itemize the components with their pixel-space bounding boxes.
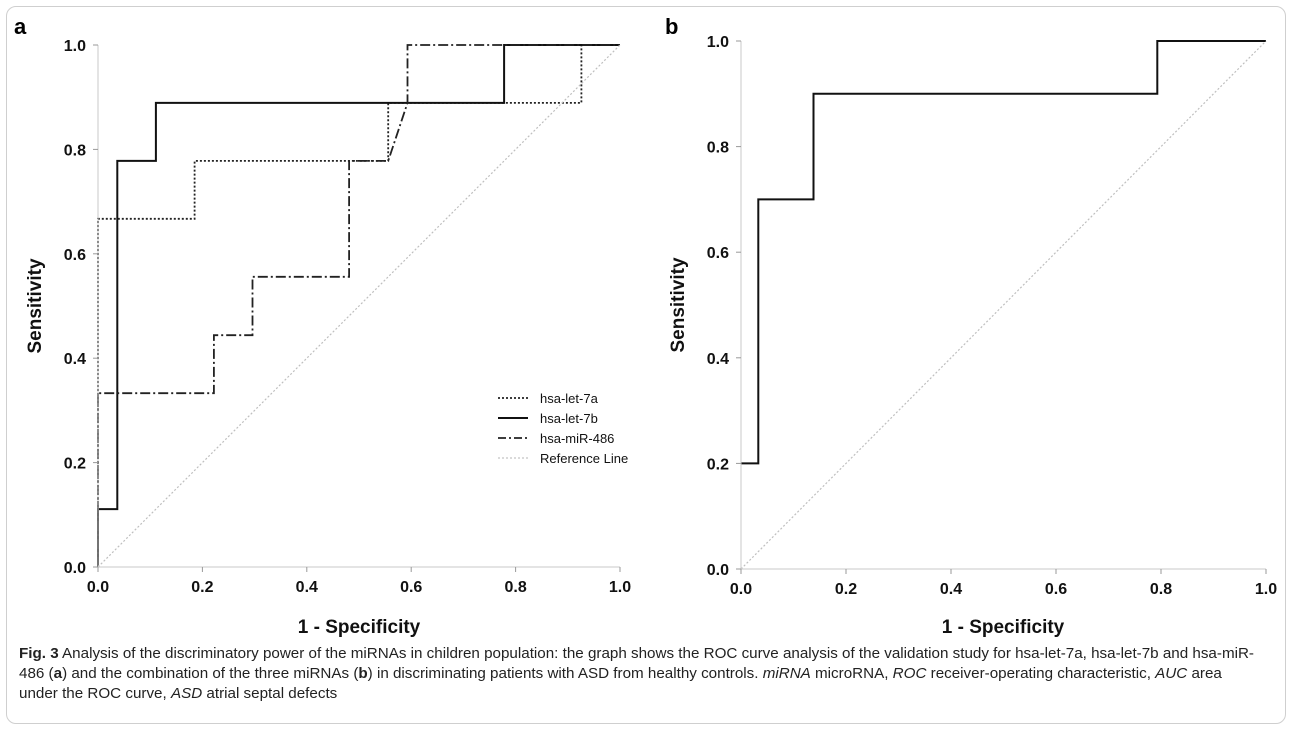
panel-b-y-axis-title: Sensitivity	[668, 257, 689, 352]
caption-text-1: Analysis of the discriminatory power of …	[19, 645, 1254, 682]
panel-b-x-tick-label: 0.8	[1150, 581, 1172, 598]
panel-a-y-tick-label: 0.0	[64, 560, 86, 577]
panel-a-y-tick-label: 0.2	[64, 456, 86, 473]
panel-b-x-tick-label: 0.0	[730, 581, 752, 598]
legend-label-hsa-mir-486: hsa-miR-486	[540, 431, 614, 446]
panel-a-legend: hsa-let-7a hsa-let-7b hsa-miR-486 Refere…	[498, 391, 628, 466]
panel-a-x-tick-label: 0.6	[400, 579, 422, 596]
caption-def-mirna: microRNA,	[810, 665, 893, 682]
panel-a-x-tick-label: 0.2	[191, 579, 213, 596]
caption-text-3: ) in discriminating patients with ASD fr…	[367, 665, 763, 682]
panel-a-y-tick-label: 0.6	[64, 247, 86, 264]
panel-a-x-axis-title: 1 - Specificity	[298, 617, 421, 638]
caption-panel-b-ref: b	[358, 665, 368, 682]
caption-def-asd: atrial septal defects	[202, 685, 338, 702]
panel-b-x-axis-title: 1 - Specificity	[942, 617, 1065, 638]
panel-a-x-tick-label: 0.8	[504, 579, 526, 596]
legend-label-hsa-let-7b: hsa-let-7b	[540, 411, 598, 426]
panel-a-series-hsa-let-7b	[97, 44, 620, 567]
panel-b-y-tick-label: 0.6	[707, 245, 729, 262]
panel-b-letter: b	[665, 14, 678, 39]
caption-abbr-roc: ROC	[892, 665, 927, 682]
panel-b: b 0.0 0.2 0.4 0.6 0.8 1.0 0.00.20.40.60.81.0 …	[665, 14, 1277, 638]
figure-svg: a 0.0 0.2 0.4 0.6 0.8 1.0 0.00.20.40.60.81.0 …	[14, 14, 1277, 638]
panel-b-y-tick-label: 1.0	[707, 34, 729, 51]
caption-def-auc: area under the ROC curve,	[19, 665, 1222, 702]
caption-abbr-mirna: miRNA	[762, 665, 811, 682]
figure-caption: Fig. 3 Analysis of the discriminatory po…	[19, 644, 1264, 704]
panel-b-series	[740, 40, 1267, 570]
panel-a-series-reference-line	[97, 44, 621, 568]
panel-a-y-ticks: 0.0 0.2 0.4 0.6 0.8 1.0	[64, 38, 98, 577]
caption-panel-a-ref: a	[53, 665, 63, 682]
caption-abbr-asd: ASD	[170, 685, 203, 702]
panel-a-letter: a	[14, 14, 27, 39]
panel-a-x-tick-label: 1.0	[609, 579, 631, 596]
legend-label-reference-line: Reference Line	[540, 451, 628, 466]
panel-a-x-tick-label: 0.4	[296, 579, 318, 596]
panel-a-y-tick-label: 0.8	[64, 142, 86, 159]
figure-frame	[6, 6, 1286, 724]
panel-a-x-tick-label: 0.0	[87, 579, 109, 596]
legend-label-hsa-let-7a: hsa-let-7a	[540, 391, 599, 406]
panel-b-x-tick-label: 1.0	[1255, 581, 1277, 598]
panel-a-y-tick-label: 0.4	[64, 351, 86, 368]
caption-def-roc: receiver-operating characteristic,	[926, 665, 1156, 682]
panel-a-series	[97, 44, 621, 568]
panel-b-y-tick-label: 0.4	[707, 351, 729, 368]
panel-b-x-ticks: 0.0 0.2 0.4 0.6 0.8 1.0	[730, 569, 1277, 598]
panel-b-x-tick-label: 0.2	[835, 581, 857, 598]
caption-abbr-auc: AUC	[1155, 665, 1188, 682]
panel-b-y-ticks: 0.0 0.2 0.4 0.6 0.8 1.0	[707, 34, 741, 579]
panel-b-y-tick-label: 0.0	[707, 562, 729, 579]
panel-b-x-tick-label: 0.4	[940, 581, 962, 598]
panel-a-x-ticks: 0.0 0.2 0.4 0.6 0.8 1.0	[87, 567, 631, 596]
panel-b-series-line-0	[741, 40, 1266, 465]
caption-fig-label: Fig. 3	[19, 645, 59, 662]
panel-b-y-tick-label: 0.8	[707, 140, 729, 157]
panel-b-series-line-1	[740, 40, 1267, 570]
panel-b-y-tick-label: 0.2	[707, 456, 729, 473]
panel-a-series-hsa-mir-486	[97, 44, 620, 567]
panel-a: a 0.0 0.2 0.4 0.6 0.8 1.0 0.00.20.40.60.81.0 …	[14, 14, 631, 638]
panel-a-y-tick-label: 1.0	[64, 38, 86, 55]
panel-b-x-tick-label: 0.6	[1045, 581, 1067, 598]
panel-a-y-axis-title: Sensitivity	[25, 258, 46, 353]
panel-a-series-hsa-let-7a	[97, 44, 620, 567]
caption-text-2: ) and the combination of the three miRNA…	[62, 665, 359, 682]
